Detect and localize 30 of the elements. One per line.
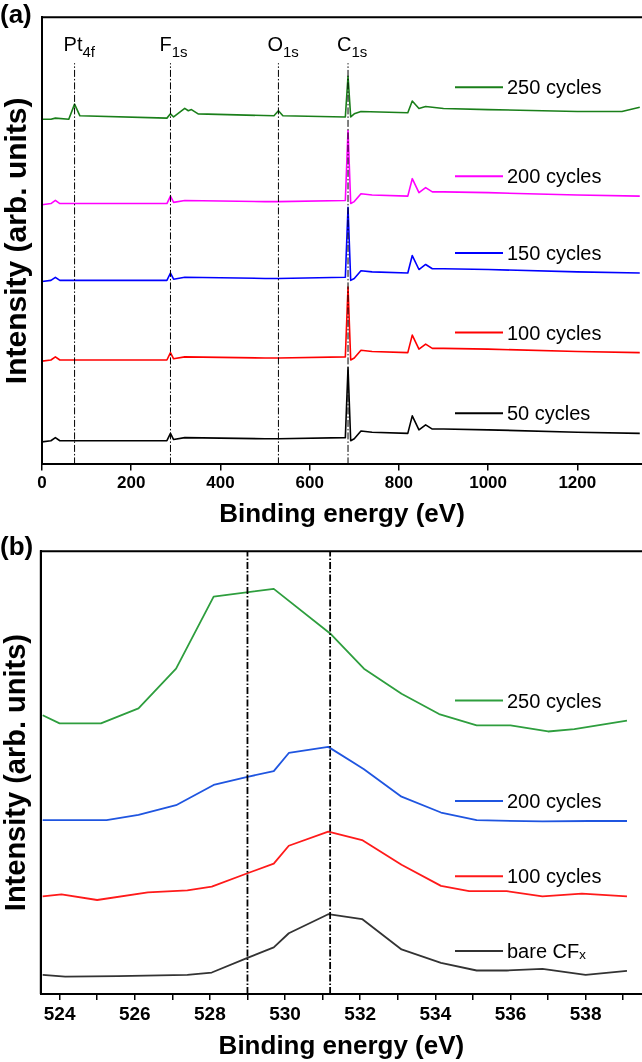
legend-label: 200 cycles xyxy=(507,165,602,188)
legend-label: 250 cycles xyxy=(507,689,602,712)
x-tick-label: 528 xyxy=(194,1002,226,1024)
x-tick-label: 1000 xyxy=(469,473,508,493)
x-axis-title: Binding energy (eV) xyxy=(218,1029,465,1060)
x-tick-label: 538 xyxy=(569,1002,602,1024)
x-tick-label: 600 xyxy=(295,473,324,493)
x-tick-label: 800 xyxy=(384,473,414,493)
x-tick-label: 526 xyxy=(118,1002,151,1024)
legend-label: 100 cycles xyxy=(507,321,602,344)
x-tick-label: 400 xyxy=(206,473,235,493)
x-tick-label: 524 xyxy=(43,1002,76,1024)
x-tick-label: 1200 xyxy=(558,473,597,493)
chart-title: (b) xyxy=(0,530,34,561)
legend-label: 50 cycles xyxy=(507,402,591,425)
x-tick-label: 536 xyxy=(494,1002,527,1024)
x-tick-label: 532 xyxy=(344,1002,377,1024)
x-tick-label: 0 xyxy=(37,473,47,493)
legend-label: 150 cycles xyxy=(507,242,602,265)
legend-label: 250 cycles xyxy=(507,76,602,99)
x-tick-label: 534 xyxy=(419,1002,452,1024)
x-tick-label: 200 xyxy=(117,473,146,493)
legend-label: bare CFₓ xyxy=(507,939,587,962)
x-axis-title: Binding energy (eV) xyxy=(219,497,465,528)
y-axis-title: Intensity (arb. units) xyxy=(0,97,33,385)
legend-label: 100 cycles xyxy=(507,865,602,888)
x-tick-label: 530 xyxy=(269,1002,301,1024)
y-axis-title: Intensity (arb. units) xyxy=(0,634,32,912)
chart-title: (a) xyxy=(0,0,32,29)
legend-label: 200 cycles xyxy=(507,790,602,813)
